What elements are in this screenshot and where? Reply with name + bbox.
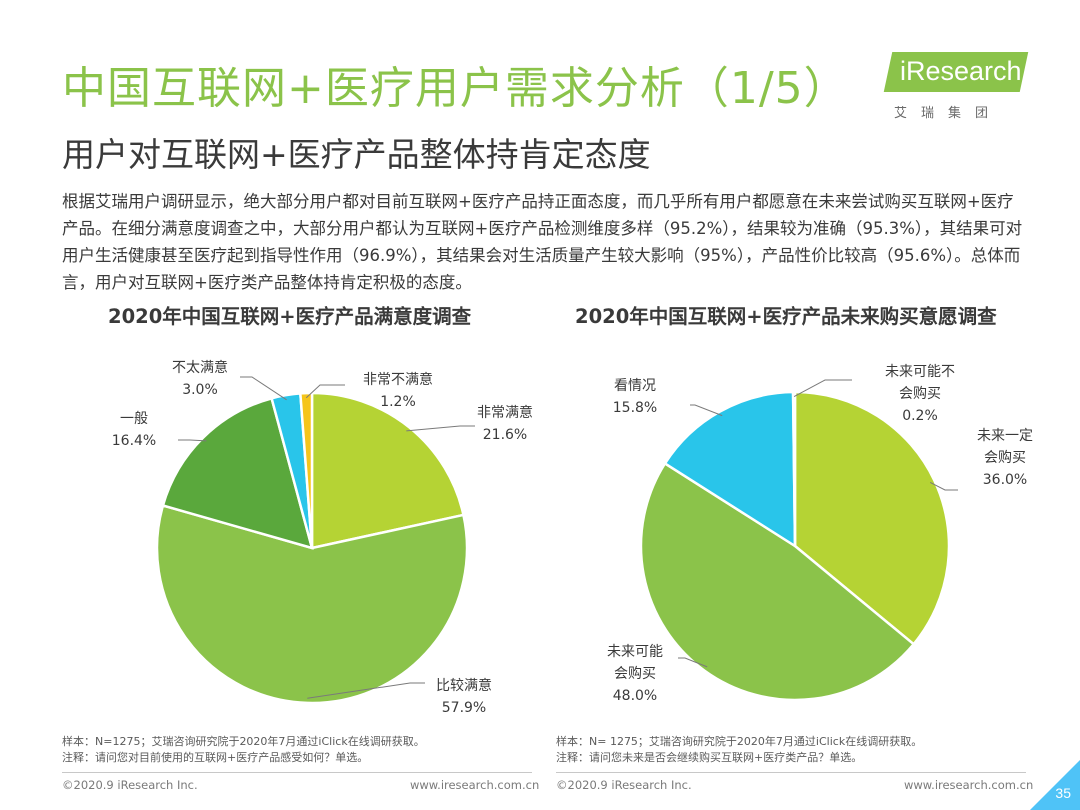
pie-slice-label: 未来可能不 [885,364,955,380]
satisfaction-pie-chart: 非常满意 21.6% 比较满意 57.9% 一般 16.4% 不太满意 3.0% 非常不满意 1.… [112,359,533,716]
pie-value-label: 15.8% [613,400,657,416]
pie-slice [663,390,797,549]
pie-leader-line [305,384,345,399]
satisfaction-chart-title: 2020年中国互联网+医疗产品满意度调查 [108,305,472,328]
pie-slice-label: 未来一定 [977,428,1033,444]
pie-slice [310,391,465,550]
pie-leader-line [678,657,708,668]
page-corner-triangle [1030,760,1080,810]
pie-slice-label: 一般 [120,411,148,427]
logo-text: iResearch [900,56,1022,86]
logo-subtext: 艾瑞集团 [894,106,1003,121]
page-number: 35 [1055,785,1071,801]
left-chart-notes: 样本：N=1275；艾瑞咨询研究院于2020年7月通过iClick在线调研获取。… [62,734,425,766]
pie-slice-label: 会购买 [984,450,1026,466]
pie-leader-line [178,439,207,442]
iresearch-logo: iResearch 艾瑞集团 [883,52,1029,124]
right-remark-note: 注释：请问您未来是否会继续购买互联网+医疗类产品？单选。 [556,751,863,764]
footer-copyright-right: ©2020.9 iResearch Inc. [556,778,692,792]
footer-divider-left [62,772,532,773]
pie-leader-line [240,376,287,401]
pie-value-label: 21.6% [483,427,527,443]
description-paragraph: 根据艾瑞用户调研显示，绝大部分用户都对目前互联网+医疗产品持正面态度，而几乎所有… [62,192,1023,292]
pie-slice [155,503,469,705]
pie-leader-line [793,379,852,398]
pie-value-label: 48.0% [613,688,657,704]
pie-slice-label: 不太满意 [172,359,228,376]
pie-slice [639,461,916,702]
pie-leader-line [307,682,425,699]
pie-slice-label: 会购买 [614,666,656,682]
left-sample-note: 样本：N=1275；艾瑞咨询研究院于2020年7月通过iClick在线调研获取。 [62,735,425,748]
purchase-intent-pie-chart: 未来一定会购买36.0%未来可能会购买48.0%看情况15.8%未来可能不会购买… [607,364,1033,704]
pie-slice [161,396,314,550]
pie-slice [793,390,951,646]
pie-leader-line [406,425,475,432]
footer-copyright-left: ©2020.9 iResearch Inc. [62,778,198,792]
right-sample-note: 样本：N= 1275；艾瑞咨询研究院于2020年7月通过iClick在线调研获取… [556,735,923,748]
pie-leader-line [690,404,723,417]
pie-value-label: 1.2% [380,394,416,410]
purchase-intent-chart-title: 2020年中国互联网+医疗产品未来购买意愿调查 [575,305,997,328]
pie-slice-label: 会购买 [899,386,941,402]
pie-value-label: 16.4% [112,433,156,449]
pie-slice-label: 看情况 [614,378,656,394]
right-chart-notes: 样本：N= 1275；艾瑞咨询研究院于2020年7月通过iClick在线调研获取… [556,734,922,766]
pie-value-label: 3.0% [182,382,218,398]
pie-leader-line [929,481,958,491]
pie-slice-label: 非常满意 [477,404,533,421]
left-remark-note: 注释：请问您对目前使用的互联网+医疗产品感受如何？单选。 [62,751,369,764]
footer-url-left[interactable]: www.iresearch.com.cn [410,778,540,792]
pie-slice-label: 非常不满意 [363,371,433,388]
footer-url-right[interactable]: www.iresearch.com.cn [904,778,1034,792]
pie-value-label: 0.2% [902,408,938,424]
pie-slice-label: 比较满意 [436,677,492,694]
page-subtitle: 用户对互联网+医疗产品整体持肯定态度 [62,135,651,174]
pie-value-label: 57.9% [442,700,486,716]
page-title: 中国互联网+医疗用户需求分析（1/5） [62,63,849,114]
footer-divider-right [556,772,1026,773]
pie-value-label: 36.0% [983,472,1027,488]
pie-slice [791,390,797,547]
pie-slice-label: 未来可能 [607,644,663,660]
